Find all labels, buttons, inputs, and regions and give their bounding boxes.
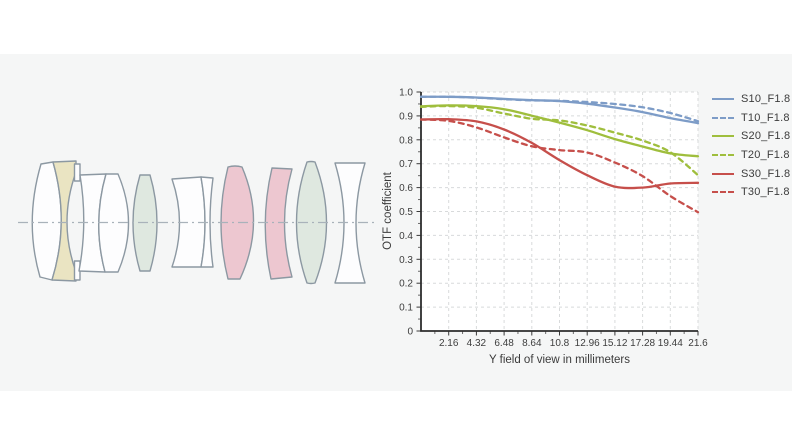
y-tick-label: 0: [407, 327, 413, 338]
chart-legend: S10_F1.8 T10_F1.8 S20_F1.8 T20_F1.8 S30_F1.8…: [712, 90, 790, 202]
lens-element-8: [220, 165, 255, 280]
x-tick-label: 8.64: [522, 338, 542, 349]
legend-item-T20_F1.8: T20_F1.8: [712, 146, 790, 165]
legend-label: S20_F1.8: [741, 130, 791, 143]
curve-T10_F1.8: [419, 95, 700, 123]
legend-label: S10_F1.8: [741, 93, 791, 106]
legend-line-swatch: [712, 154, 734, 157]
y-axis-title: OTF coefficient: [382, 172, 394, 250]
legend-item-T30_F1.8: T30_F1.8: [712, 183, 790, 202]
curve-T30_F1.8: [419, 118, 700, 214]
x-tick-label: 2.16: [439, 338, 459, 349]
y-tick-label: 1.0: [399, 88, 413, 99]
lens-element-11: [334, 162, 366, 284]
x-tick-label: 12.96: [575, 338, 600, 349]
y-tick-label: 0.9: [399, 111, 413, 122]
x-tick-label: 4.32: [467, 338, 487, 349]
y-tick-label: 0.4: [399, 231, 413, 242]
lens-rim-top: [73, 163, 81, 182]
legend-item-S30_F1.8: S30_F1.8: [712, 164, 790, 183]
y-tick-label: 0.2: [399, 279, 413, 290]
curve-T20_F1.8: [419, 104, 700, 177]
legend-label: T20_F1.8: [741, 149, 790, 162]
legend-line-swatch: [712, 135, 734, 138]
legend-label: S30_F1.8: [741, 167, 791, 180]
x-tick-label: 6.48: [494, 338, 514, 349]
legend-line-swatch: [712, 98, 734, 101]
legend-item-S10_F1.8: S10_F1.8: [712, 90, 790, 109]
legend-label: T10_F1.8: [741, 111, 790, 124]
y-tick-label: 0.3: [399, 255, 413, 266]
lens-element-9: [264, 167, 293, 280]
legend-line-swatch: [712, 116, 734, 119]
legend-item-T10_F1.8: T10_F1.8: [712, 109, 790, 128]
curve-S20_F1.8: [419, 104, 700, 158]
curve-S30_F1.8: [419, 117, 700, 190]
y-tick-label: 0.5: [399, 207, 413, 218]
y-tick-label: 0.7: [399, 159, 413, 170]
x-tick-label: 21.6: [688, 338, 708, 349]
axis-frame: [420, 92, 698, 332]
legend-item-S20_F1.8: S20_F1.8: [712, 127, 790, 146]
legend-label: T30_F1.8: [741, 186, 790, 199]
x-tick-label: 10.8: [550, 338, 570, 349]
legend-line-swatch: [712, 172, 734, 175]
legend-line-swatch: [712, 191, 734, 194]
y-tick-label: 0.8: [399, 135, 413, 146]
lens-element-10: [295, 160, 328, 285]
x-tick-label: 19.44: [658, 338, 683, 349]
y-tick-label: 0.6: [399, 183, 413, 194]
x-tick-label: 15.12: [602, 338, 627, 349]
x-tick-label: 17.28: [630, 338, 655, 349]
x-axis-title: Y field of view in millimeters: [488, 354, 631, 366]
y-tick-label: 0.1: [399, 303, 413, 314]
